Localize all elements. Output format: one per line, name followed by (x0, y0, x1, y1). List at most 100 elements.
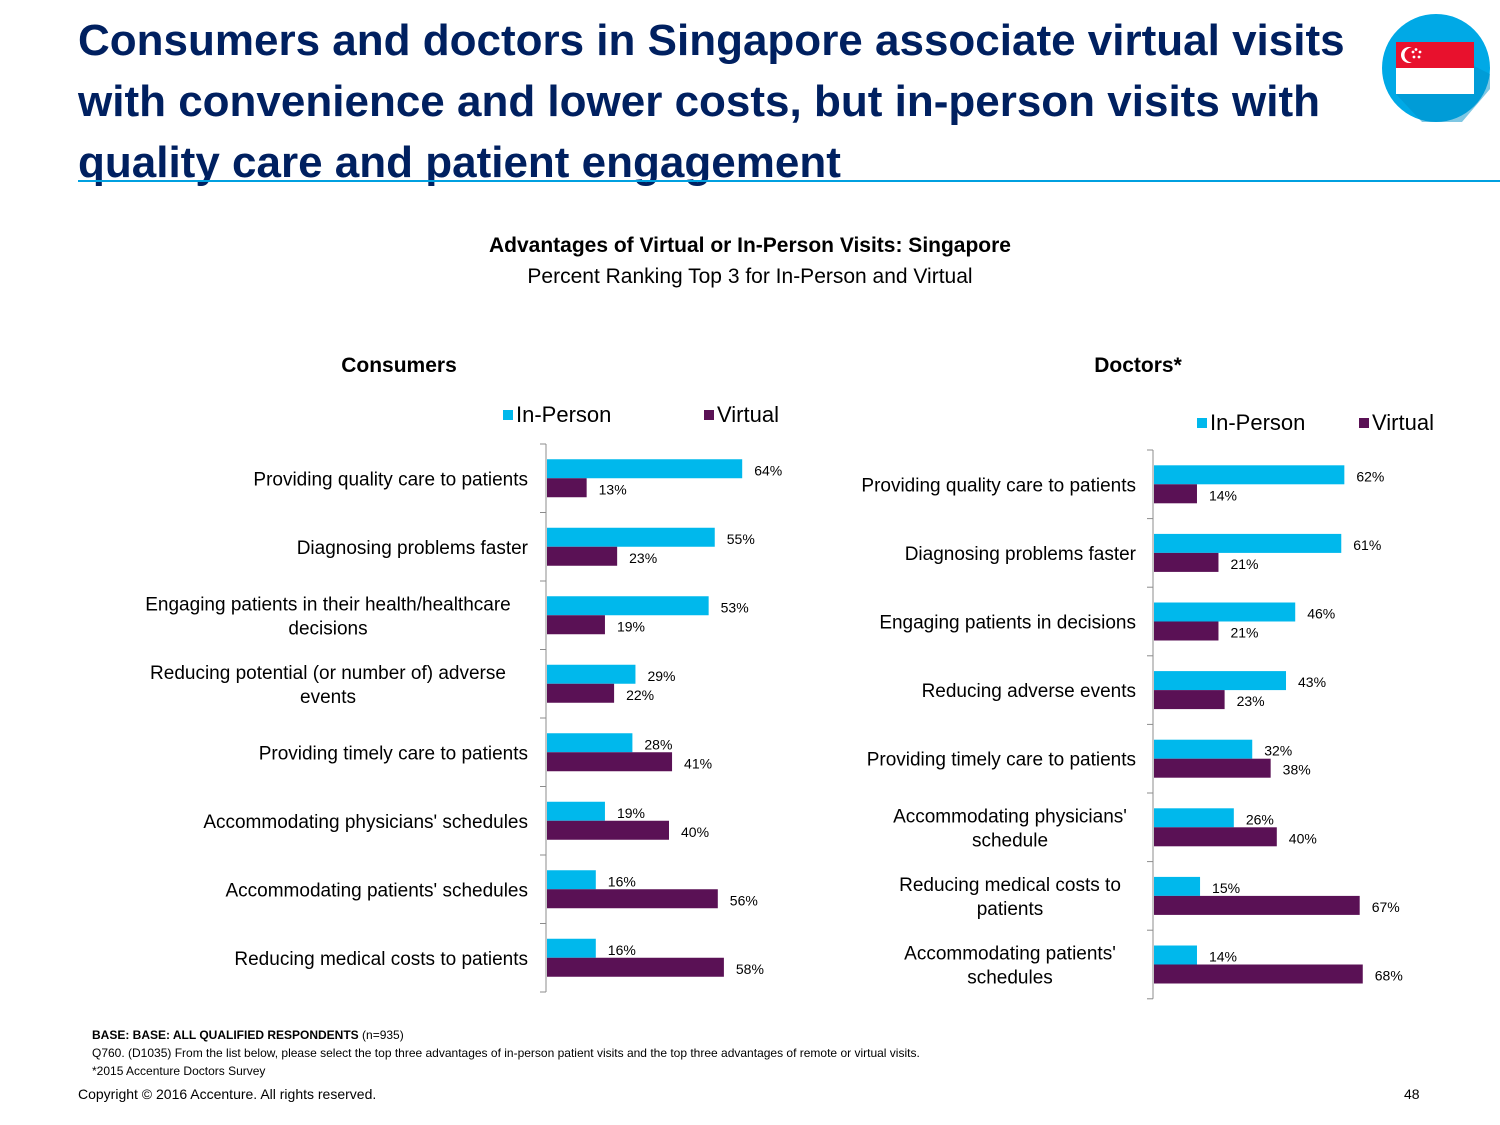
in-person-bar (1154, 876, 1201, 896)
category-label: Accommodating physicians' (893, 806, 1127, 827)
data-label: 23% (629, 550, 657, 566)
footnote-survey: *2015 Accenture Doctors Survey (92, 1064, 266, 1078)
data-label: 46% (1307, 606, 1335, 622)
virtual-bar (547, 820, 669, 840)
data-label: 32% (1264, 743, 1292, 759)
virtual-bar (1154, 621, 1219, 641)
category-label: Accommodating patients' schedules (225, 880, 528, 901)
virtual-bar (1154, 758, 1271, 778)
category-label: Reducing potential (or number of) advers… (150, 663, 506, 684)
virtual-bar (547, 478, 587, 498)
legend-label: In-Person (516, 402, 611, 427)
legend-swatch (1197, 418, 1207, 428)
virtual-bar (1154, 552, 1219, 572)
legend-swatch (503, 410, 513, 420)
data-label: 68% (1375, 968, 1403, 984)
data-label: 40% (681, 824, 709, 840)
in-person-bar (547, 459, 743, 479)
data-label: 64% (754, 462, 782, 478)
in-person-bar (1154, 533, 1342, 553)
in-person-bar (1154, 739, 1253, 759)
category-label: Providing timely care to patients (259, 743, 528, 764)
page-number: 48 (1404, 1086, 1420, 1102)
data-label: 15% (1212, 880, 1240, 896)
in-person-bar (547, 870, 596, 890)
category-label: patients (977, 899, 1044, 920)
data-label: 16% (608, 942, 636, 958)
data-label: 16% (608, 873, 636, 889)
virtual-bar (547, 683, 615, 703)
headline-rule (78, 180, 1500, 182)
data-label: 53% (721, 599, 749, 615)
in-person-bar (1154, 602, 1296, 622)
category-label: Providing quality care to patients (253, 469, 528, 490)
legend-label: Virtual (717, 402, 779, 427)
footnote-base-label: BASE: BASE: ALL QUALIFIED RESPONDENTS (92, 1028, 359, 1042)
category-label: Reducing medical costs to (899, 875, 1121, 896)
in-person-bar (1154, 671, 1287, 691)
category-label: Engaging patients in their health/health… (145, 594, 510, 615)
data-label: 23% (1237, 693, 1265, 709)
data-label: 62% (1356, 468, 1384, 484)
category-label: decisions (288, 618, 367, 639)
legend-label: Virtual (1372, 410, 1434, 435)
data-label: 13% (599, 481, 627, 497)
category-label: Diagnosing problems faster (905, 544, 1137, 565)
headline: Consumers and doctors in Singapore assoc… (78, 16, 1345, 187)
category-label: events (300, 687, 356, 708)
virtual-bar (1154, 827, 1277, 847)
category-label: Reducing medical costs to patients (234, 949, 528, 970)
category-label: Accommodating physicians' schedules (203, 812, 528, 833)
category-label: Engaging patients in decisions (879, 613, 1136, 634)
data-label: 61% (1353, 537, 1381, 553)
category-label: Reducing adverse events (922, 681, 1136, 702)
singapore-flag-icon (1382, 14, 1490, 122)
virtual-bar (547, 752, 673, 772)
data-label: 29% (647, 668, 675, 684)
category-label: schedule (972, 830, 1048, 851)
legend-swatch (1359, 418, 1369, 428)
category-label: Providing timely care to patients (867, 750, 1136, 771)
data-label: 41% (684, 755, 712, 771)
panel-title: Consumers (341, 354, 457, 377)
virtual-bar (547, 615, 605, 635)
in-person-bar (547, 801, 605, 821)
in-person-bar (1154, 465, 1345, 485)
panel-title: Doctors* (1094, 354, 1182, 377)
virtual-bar (1154, 964, 1363, 984)
category-label: Diagnosing problems faster (297, 538, 529, 559)
category-label: Accommodating patients' (904, 944, 1116, 965)
data-label: 19% (617, 618, 645, 634)
data-label: 26% (1246, 811, 1274, 827)
footnote-base-n: (n=935) (358, 1028, 404, 1042)
footnote-question: Q760. (D1035) From the list below, pleas… (92, 1046, 920, 1060)
in-person-bar (547, 733, 633, 753)
in-person-bar (547, 596, 709, 616)
data-label: 21% (1230, 556, 1258, 572)
virtual-bar (547, 957, 724, 977)
legend-label: In-Person (1210, 410, 1305, 435)
data-label: 28% (644, 736, 672, 752)
category-label: Providing quality care to patients (861, 475, 1136, 496)
category-label: schedules (967, 968, 1053, 989)
chart-title: Advantages of Virtual or In-Person Visit… (488, 234, 1011, 257)
data-label: 14% (1209, 949, 1237, 965)
legend-swatch (704, 410, 714, 420)
virtual-bar (547, 889, 718, 909)
virtual-bar (1154, 690, 1225, 710)
data-label: 55% (727, 531, 755, 547)
chart-subtitle: Percent Ranking Top 3 for In-Person and … (527, 265, 973, 288)
virtual-bar (1154, 895, 1360, 915)
data-label: 58% (736, 961, 764, 977)
data-label: 22% (626, 687, 654, 703)
in-person-bar (1154, 808, 1234, 828)
footnote-base: BASE: BASE: ALL QUALIFIED RESPONDENTS (n… (92, 1028, 404, 1042)
in-person-bar (547, 527, 715, 547)
data-label: 40% (1289, 830, 1317, 846)
data-label: 21% (1230, 625, 1258, 641)
data-label: 14% (1209, 487, 1237, 503)
virtual-bar (1154, 484, 1197, 504)
data-label: 67% (1372, 899, 1400, 915)
copyright: Copyright © 2016 Accenture. All rights r… (78, 1086, 377, 1102)
